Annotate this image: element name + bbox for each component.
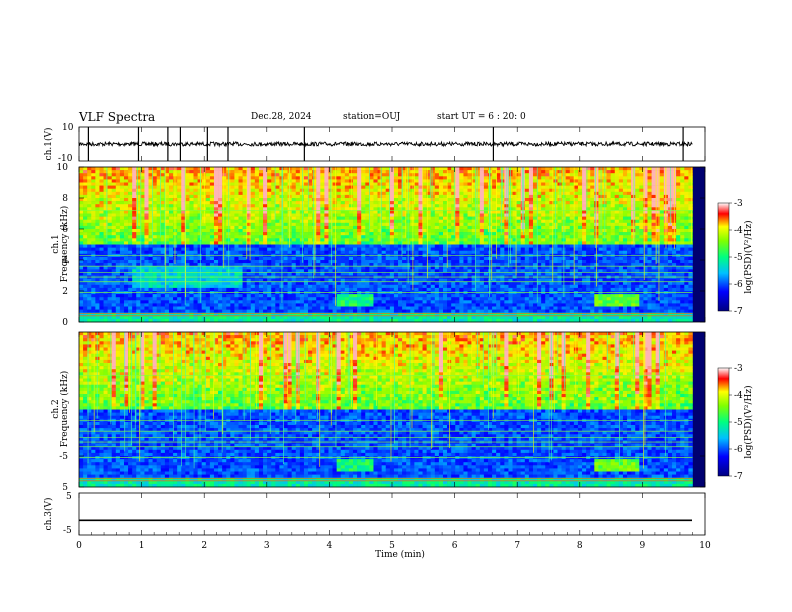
spec-ytick: 4: [62, 256, 68, 266]
ch1-spikes: [87, 127, 684, 161]
x-tick-label: 5: [389, 541, 395, 551]
ch2-ylabel-ch: ch.2: [51, 399, 61, 418]
ch2-ylabel-freq: Frequency (kHz): [59, 371, 70, 448]
ch1-ytick-top: 10: [62, 123, 74, 133]
station-label: station=OUJ: [343, 112, 401, 122]
chart-title: VLF Spectra: [79, 110, 156, 124]
x-tick-label: 10: [699, 541, 711, 551]
spec-ytick: 6: [62, 225, 68, 235]
spec-ytick: 5: [62, 483, 68, 493]
ch1-spectrogram-panel: 0 2 4 6 8 10 ch.1 Frequency (kHz): [51, 163, 706, 328]
colorbar-label: log(PSD)(V²/Hz): [743, 220, 754, 293]
ch2-spectrogram-panel: 5 -5 ch.2 Frequency (kHz): [51, 331, 706, 493]
colorbar-tick: -4: [734, 226, 743, 236]
x-tick-label: 9: [640, 541, 646, 551]
x-tick-label: 0: [76, 541, 82, 551]
x-tick-label: 4: [327, 541, 333, 551]
colorbar-label: log(PSD)(V²/Hz): [743, 385, 754, 458]
ch1-ylabel-freq: Frequency (kHz): [59, 206, 70, 283]
spec-ytick: 2: [62, 287, 68, 297]
colorbar-tick: -7: [734, 307, 743, 317]
ch2-spectrogram-heatmap: [79, 332, 693, 488]
spec-ytick: 10: [57, 163, 69, 173]
x-axis-label: Time (min): [375, 549, 425, 560]
colorbar-tick: -6: [734, 445, 743, 455]
x-tick-label: 2: [201, 541, 207, 551]
spec-ytick: 0: [62, 318, 68, 328]
x-tick-label: 6: [452, 541, 458, 551]
ch1-ylabel: ch.1(V): [43, 128, 54, 161]
colorbar-tick: -7: [734, 472, 743, 482]
ch3-waveform-panel: 5 -5 ch.3(V): [43, 492, 706, 536]
colorbar-tick: -3: [734, 199, 743, 209]
ch1-colorbar: -3 -4 -5 -6 -7 log(PSD)(V²/Hz): [717, 199, 754, 317]
ch3-ytick-top: 5: [66, 492, 72, 502]
colorbar-tick: -6: [734, 280, 743, 290]
ch2-colorbar: -3 -4 -5 -6 -7 log(PSD)(V²/Hz): [717, 364, 754, 482]
ch3-ytick-bottom: -5: [63, 526, 72, 536]
ch1-waveform-panel: 10 -10 ch.1(V): [43, 123, 706, 164]
start-ut-label: start UT = 6 : 20: 0: [437, 112, 526, 122]
ch3-ylabel: ch.3(V): [43, 498, 54, 531]
ch1-ytick-bottom: -10: [58, 154, 73, 164]
x-tick-label: 1: [139, 541, 145, 551]
x-axis-ticks: 0 1 2 3 4 5 6 7 8 9 10: [76, 127, 711, 551]
x-tick-label: 8: [577, 541, 583, 551]
x-tick-label: 7: [514, 541, 520, 551]
colorbar-tick: -3: [734, 364, 743, 374]
date-label: Dec.28, 2024: [251, 112, 312, 122]
ch1-waveform-line: [78, 140, 693, 148]
x-tick-label: 3: [264, 541, 270, 551]
colorbar-tick: -4: [734, 391, 743, 401]
ch1-spectrogram-heatmap: [79, 167, 693, 323]
spec-ytick: 8: [62, 194, 68, 204]
colorbar-tick: -5: [734, 253, 743, 263]
colorbar-tick: -5: [734, 418, 743, 428]
ch1-ylabel-ch: ch.1: [51, 234, 61, 253]
spec-ytick: -5: [59, 452, 68, 462]
